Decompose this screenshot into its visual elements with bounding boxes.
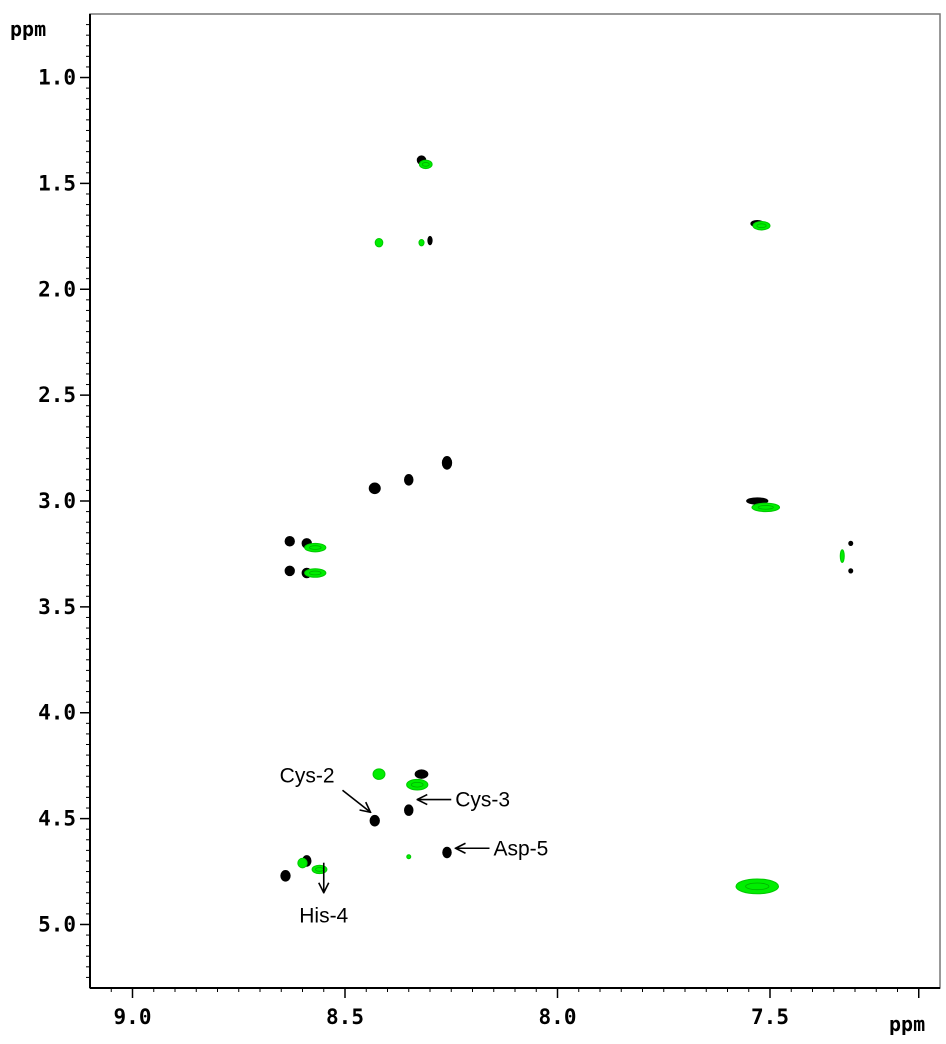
- y-tick-label: 2.0: [38, 277, 76, 301]
- y-tick-label: 2.5: [38, 383, 76, 407]
- green-peak: [735, 878, 779, 895]
- y-tick-label: 1.0: [38, 66, 76, 90]
- x-axis-unit-label: ppm: [889, 1012, 925, 1036]
- green-peak: [304, 542, 327, 553]
- y-tick-label: 1.5: [38, 171, 76, 195]
- black-peak: [404, 804, 414, 816]
- black-peak: [404, 474, 414, 486]
- annotation-label: Asp-5: [494, 837, 549, 860]
- y-tick-label: 3.0: [38, 489, 76, 513]
- annotations-layer: Cys-2 Cys-3 Asp-5 His-4: [280, 764, 549, 927]
- green-peak: [752, 221, 771, 231]
- black-peak: [284, 565, 295, 577]
- y-tick-label: 3.5: [38, 595, 76, 619]
- green-peak: [297, 857, 308, 869]
- annotation-label: His-4: [299, 905, 348, 928]
- green-peak: [374, 237, 384, 248]
- black-peak: [848, 568, 854, 574]
- peak-annotation: His-4: [299, 862, 349, 928]
- peak-annotation: Cys-2: [280, 764, 371, 812]
- green-peak: [418, 159, 433, 170]
- annotation-label: Cys-2: [280, 764, 335, 787]
- black-peak: [414, 769, 429, 779]
- black-peak: [369, 814, 380, 827]
- black-peak: [427, 235, 433, 246]
- annotation-arrow: [342, 789, 371, 812]
- green-peak: [304, 568, 327, 578]
- y-axis-unit-label: ppm: [10, 17, 46, 41]
- green-peak: [406, 778, 429, 791]
- green-peak: [418, 239, 425, 247]
- black-peak: [368, 482, 381, 495]
- black-peak: [284, 535, 295, 547]
- y-tick-label: 4.5: [38, 807, 76, 831]
- green-peak: [372, 768, 386, 780]
- black-peak: [848, 540, 854, 546]
- x-tick-label: 7.5: [751, 1005, 789, 1029]
- x-tick-label: 8.0: [539, 1005, 577, 1029]
- green-peak: [751, 502, 781, 513]
- peak-annotation: Cys-3: [417, 789, 510, 812]
- peaks-layer: [280, 155, 854, 895]
- green-peak: [311, 864, 328, 875]
- y-tick-label: 4.0: [38, 701, 76, 725]
- green-peak: [406, 854, 412, 860]
- x-tick-label: 9.0: [114, 1005, 152, 1029]
- green-peak: [839, 549, 845, 563]
- x-tick-label: 8.5: [326, 1005, 364, 1029]
- annotation-label: Cys-3: [455, 789, 510, 812]
- black-peak: [442, 846, 452, 859]
- plot-axes: 1.0 1.5 2.0 2.5 3.0 3.5 4.0 4.5 5.0 9.0 8.5 8.0 7.5: [38, 13, 941, 1029]
- y-tick-label: 5.0: [38, 912, 76, 936]
- black-peak: [441, 456, 453, 470]
- black-peak: [280, 869, 291, 882]
- peak-annotation: Asp-5: [456, 837, 549, 860]
